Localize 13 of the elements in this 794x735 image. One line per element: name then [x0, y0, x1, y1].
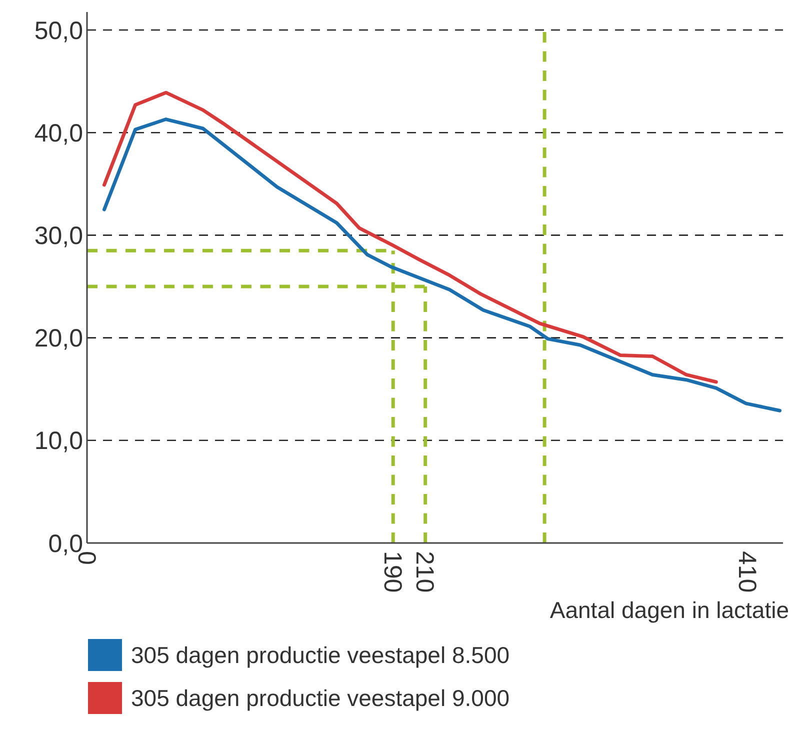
- y-tick-label: 40,0: [34, 119, 83, 148]
- y-tick-label: 30,0: [34, 222, 83, 250]
- x-tick-label: 210: [410, 551, 439, 593]
- y-tick-label: 20,0: [34, 324, 83, 353]
- x-axis-title: Aantal dagen in lactatie: [550, 597, 789, 623]
- line-series: [102, 118, 782, 412]
- line-series: [102, 90, 718, 384]
- x-tick-label: 410: [732, 551, 761, 593]
- legend-label: 305 dagen productie veestapel 8.500: [131, 642, 510, 668]
- legend-label: 305 dagen productie veestapel 9.000: [131, 685, 510, 712]
- y-tick-label: 50,0: [34, 16, 83, 45]
- x-tick-label: 190: [378, 551, 406, 593]
- y-tick-label: 10,0: [34, 427, 83, 456]
